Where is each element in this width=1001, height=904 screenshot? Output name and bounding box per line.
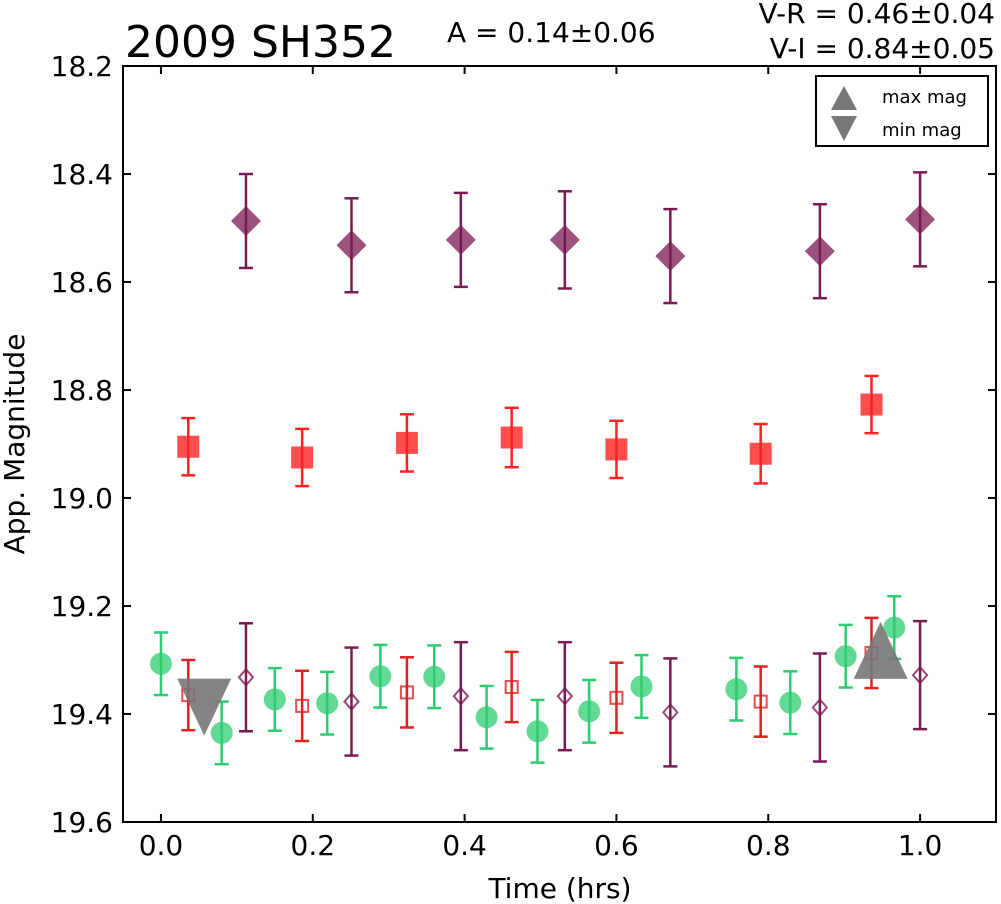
open-square-marker [753,694,768,709]
x-tick-label: 1.0 [898,829,943,862]
series-1-square-filled [177,374,883,488]
square-marker [749,442,772,465]
circle-marker [475,706,498,729]
y-tick-label: 19.4 [51,698,113,731]
y-tick-label: 18.4 [51,158,113,191]
open-diamond-marker [811,698,829,718]
legend-max-mag-label: max mag [882,87,967,108]
x-tick-label: 0.6 [594,829,639,862]
legend-min-mag-label: min mag [882,120,962,141]
diamond-marker [549,224,580,255]
open-diamond-marker [452,686,470,706]
x-tick-label: 0.0 [139,829,184,862]
circle-marker [779,691,802,714]
diamond-marker [445,224,476,255]
series-5-triangle-down-large [177,678,232,736]
square-marker [605,438,628,461]
x-tick-label: 0.4 [442,829,487,862]
open-diamond-marker [343,692,360,712]
open-square-marker [609,690,624,705]
diamond-marker [905,204,936,235]
square-marker [177,435,200,458]
square-marker [395,431,418,454]
y-tick-label: 19.0 [51,482,113,515]
y-tick-label: 19.6 [51,806,113,839]
open-diamond-marker [911,665,929,685]
y-tick-label: 18.6 [51,266,113,299]
max-mag-marker [853,621,908,679]
square-marker [500,426,523,449]
square-marker [291,446,314,469]
open-square-marker [295,698,310,713]
y-axis-label: App. Magnitude [0,334,31,555]
open-square-marker [399,685,414,700]
y-tick-label: 19.2 [51,590,113,623]
circle-marker [834,645,857,668]
circle-marker [149,652,172,675]
series-2-circle-filled [149,595,906,766]
open-diamond-marker [662,702,679,722]
data-marks [149,171,936,768]
x-tick-label: 0.8 [746,829,791,862]
legend-min-mag-marker [831,116,857,141]
min-mag-marker [177,678,232,736]
color-index-vi: V-I = 0.84±0.05 [770,32,995,65]
color-index-vr: V-R = 0.46±0.04 [759,0,995,30]
circle-marker [369,665,392,688]
circle-marker [263,688,286,711]
open-diamond-marker [237,667,255,687]
amplitude-label: A = 0.14±0.06 [447,16,656,49]
y-tick-label: 18.2 [51,50,113,83]
legend-max-mag-marker [831,86,857,110]
circle-marker [526,720,549,743]
series-3-square-open [181,616,879,743]
diamond-marker [804,236,835,267]
circle-marker [423,665,446,688]
y-tick-label: 18.8 [51,374,113,407]
x-tick-label: 0.2 [291,829,336,862]
square-marker [860,393,883,416]
legend: max mag min mag [815,75,989,147]
series-0-diamond-filled [230,171,936,305]
diamond-marker [655,241,686,272]
circle-marker [578,700,601,723]
series-6-triangle-up-large [853,621,908,679]
x-axis-label: Time (hrs) [487,872,631,904]
plot-frame [122,65,997,823]
circle-marker [883,616,906,639]
circle-marker [210,721,233,744]
circle-marker [725,678,748,701]
circle-marker [630,675,653,698]
diamond-marker [336,230,367,261]
axis-ticks: 0.0 0.2 0.4 0.6 0.8 1.0 18.2 18.4 18.6 18.8 19.0 19… [51,50,996,862]
diamond-marker [230,205,261,236]
open-diamond-marker [556,686,574,706]
open-square-marker [504,680,519,694]
circle-marker [316,692,339,715]
series-4-diamond-open [237,619,929,768]
chart-title: 2009 SH352 [125,17,396,68]
